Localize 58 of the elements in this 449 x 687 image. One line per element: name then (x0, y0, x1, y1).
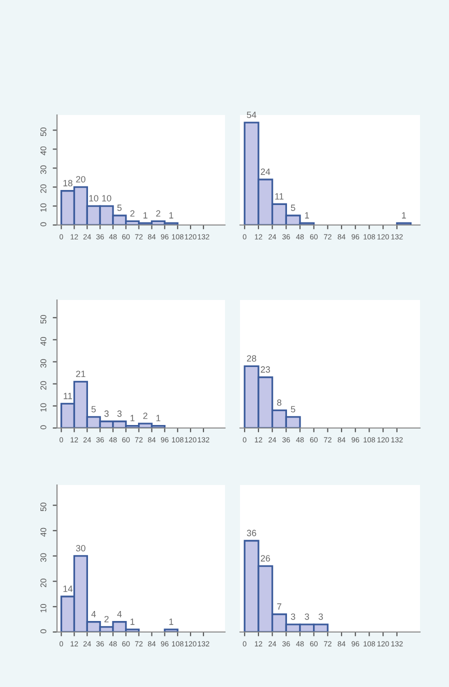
data-label: 36 (246, 530, 256, 536)
data-label: 3 (117, 410, 122, 417)
y-tick-label: 10 (40, 203, 46, 212)
data-label: 3 (104, 410, 109, 417)
y-tick-label: 20 (40, 381, 46, 390)
data-label: 11 (275, 193, 284, 200)
data-label: 3 (304, 613, 310, 620)
data-label: 10 (102, 195, 112, 202)
data-label: 1 (130, 618, 134, 625)
data-label: 54 (246, 112, 256, 118)
y-tick-label: 0 (40, 222, 46, 226)
data-label: 8 (277, 399, 282, 406)
y-tick-label: 30 (40, 359, 46, 368)
data-label: 2 (104, 616, 109, 622)
data-label: 2 (130, 210, 134, 217)
data-label: 28 (246, 355, 256, 362)
data-label: 10 (89, 195, 98, 202)
data-label: 5 (290, 406, 296, 412)
data-label: 18 (63, 180, 72, 186)
data-label: 1 (156, 414, 160, 422)
data-label: 24 (260, 168, 270, 175)
data-label: 11 (64, 392, 72, 400)
data-label: 20 (76, 176, 86, 183)
y-tick-label: 20 (40, 184, 46, 193)
data-label: 1 (402, 212, 406, 218)
data-label: 1 (305, 212, 309, 218)
y-tick-label: 40 (40, 528, 46, 537)
data-label: 1 (169, 212, 174, 218)
data-label: 5 (91, 406, 96, 412)
y-tick-label: 0 (40, 629, 46, 634)
y-tick-label: 20 (40, 578, 46, 588)
data-label: 5 (117, 204, 122, 211)
data-label: 4 (91, 611, 96, 618)
data-label: 2 (143, 412, 148, 419)
data-label: 1 (169, 618, 174, 625)
y-tick-label: 30 (40, 553, 46, 562)
y-tick-label: 10 (40, 604, 46, 612)
y-tick-label: 50 (40, 502, 46, 512)
data-label: 4 (117, 611, 122, 618)
data-label: 21 (76, 370, 86, 378)
y-tick-label: 30 (40, 165, 46, 174)
y-tick-label: 40 (40, 146, 46, 156)
data-label: 2 (156, 210, 160, 217)
data-label: 30 (76, 545, 86, 552)
data-label: 23 (260, 366, 270, 373)
y-tick-label: 50 (40, 127, 46, 136)
y-tick-label: 40 (40, 337, 46, 346)
data-label: 3 (290, 613, 296, 620)
data-label: 14 (63, 586, 73, 592)
y-tick-label: 50 (40, 314, 46, 324)
y-tick-label: 0 (40, 425, 46, 430)
data-label: 1 (130, 414, 134, 422)
data-label: 7 (277, 603, 282, 610)
data-label: 5 (290, 204, 296, 211)
data-label: 3 (318, 613, 323, 620)
data-label: 26 (260, 555, 270, 562)
y-tick-label: 10 (40, 403, 46, 412)
data-label: 1 (143, 212, 148, 218)
